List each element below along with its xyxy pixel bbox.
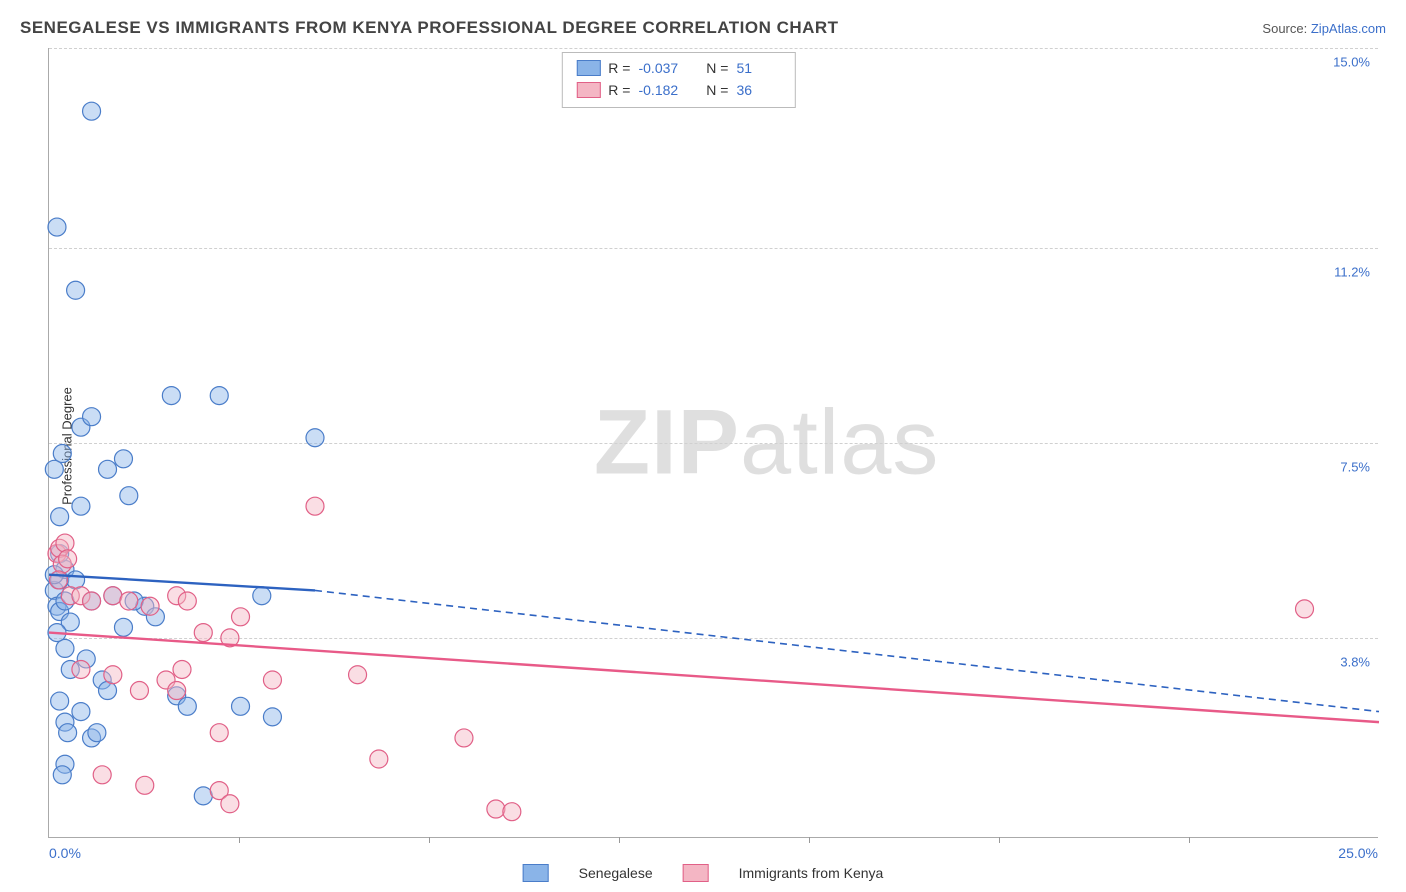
data-point [72,497,90,515]
legend-label-blue: Senegalese [579,865,653,881]
data-point [1296,600,1314,618]
data-point [67,281,85,299]
data-point [59,724,77,742]
stats-row-pink: R = -0.182 N = 36 [576,79,780,101]
legend-swatch-pink-icon [683,864,709,882]
x-tick [999,837,1000,843]
source-credit: Source: ZipAtlas.com [1262,21,1386,36]
data-point [221,795,239,813]
data-point [56,639,74,657]
data-point [104,587,122,605]
data-point [232,608,250,626]
data-point [455,729,473,747]
data-point [48,218,66,236]
source-label: Source: [1262,21,1307,36]
r-value-blue: -0.037 [638,57,682,79]
data-point [487,800,505,818]
data-point [253,587,271,605]
bottom-legend: Senegalese Immigrants from Kenya [523,864,884,882]
data-point [114,618,132,636]
x-tick [239,837,240,843]
data-point [51,508,69,526]
data-point [99,460,117,478]
x-tick [429,837,430,843]
data-point [83,592,101,610]
data-point [53,445,71,463]
x-tick [619,837,620,843]
trend-line [315,590,1379,711]
data-point [59,550,77,568]
data-point [50,571,68,589]
data-point [51,692,69,710]
data-point [306,497,324,515]
data-point [93,766,111,784]
data-point [45,460,63,478]
data-point [83,102,101,120]
x-tick [809,837,810,843]
data-point [72,660,90,678]
data-point [210,387,228,405]
data-point [168,682,186,700]
data-point [306,429,324,447]
data-point [194,624,212,642]
data-point [194,787,212,805]
data-point [349,666,367,684]
x-axis-max-label: 25.0% [1338,845,1378,861]
r-value-pink: -0.182 [638,79,682,101]
data-point [114,450,132,468]
data-point [88,724,106,742]
data-point [370,750,388,768]
x-axis-min-label: 0.0% [49,845,81,861]
data-point [263,708,281,726]
data-point [136,776,154,794]
swatch-blue-icon [576,60,600,76]
plot-area: ZIPatlas 3.8%7.5%11.2%15.0% R = -0.037 N… [48,48,1378,838]
data-point [120,487,138,505]
data-point [104,666,122,684]
data-point [130,682,148,700]
data-point [173,660,191,678]
source-link[interactable]: ZipAtlas.com [1311,21,1386,36]
data-point [53,766,71,784]
stats-row-blue: R = -0.037 N = 51 [576,57,780,79]
data-point [232,697,250,715]
data-point [56,534,74,552]
data-point [210,724,228,742]
data-point [141,597,159,615]
chart-title: SENEGALESE VS IMMIGRANTS FROM KENYA PROF… [20,18,839,38]
data-point [162,387,180,405]
stats-legend-box: R = -0.037 N = 51 R = -0.182 N = 36 [561,52,795,108]
data-point [178,697,196,715]
scatter-svg [49,48,1378,837]
legend-label-pink: Immigrants from Kenya [739,865,884,881]
x-tick [1189,837,1190,843]
n-value-blue: 51 [736,57,780,79]
data-point [120,592,138,610]
swatch-pink-icon [576,82,600,98]
data-point [263,671,281,689]
n-value-pink: 36 [736,79,780,101]
data-point [503,803,521,821]
legend-swatch-blue-icon [523,864,549,882]
data-point [83,408,101,426]
data-point [72,703,90,721]
data-point [178,592,196,610]
